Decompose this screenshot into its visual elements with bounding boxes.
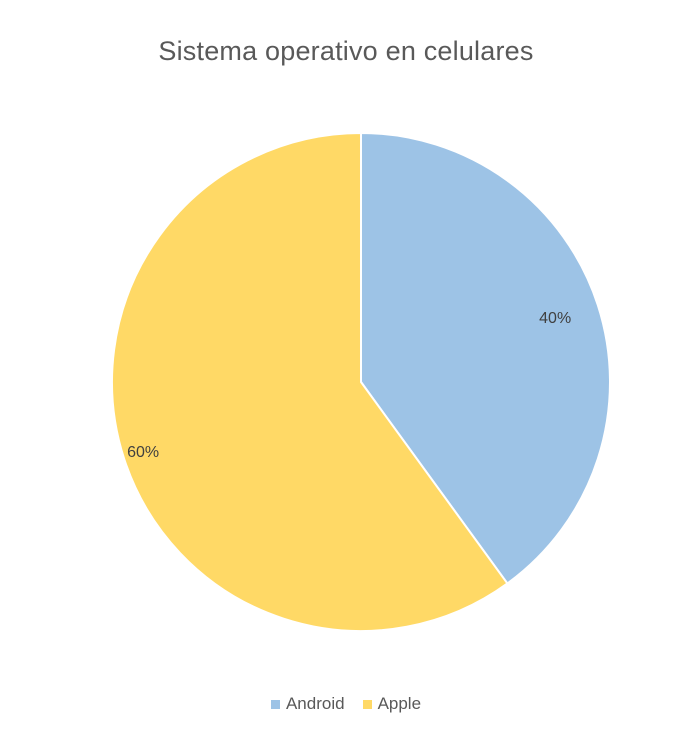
legend-item-apple: Apple bbox=[362, 694, 422, 714]
pie-slices bbox=[111, 131, 611, 632]
legend: Android Apple bbox=[0, 694, 692, 714]
legend-swatch-apple bbox=[362, 699, 372, 709]
data-label-android: 40% bbox=[539, 310, 571, 327]
legend-item-android: Android bbox=[270, 694, 345, 714]
legend-label-apple: Apple bbox=[377, 694, 422, 713]
chart-title: Sistema operativo en celulares bbox=[158, 36, 534, 66]
pie-data-labels: 40% 60% bbox=[127, 310, 571, 461]
legend-label-android: Android bbox=[285, 694, 345, 713]
pie-slice-android bbox=[360, 131, 611, 585]
data-label-apple: 60% bbox=[127, 444, 159, 461]
legend-swatch-android bbox=[270, 699, 280, 709]
pie-slice-apple bbox=[111, 131, 509, 632]
